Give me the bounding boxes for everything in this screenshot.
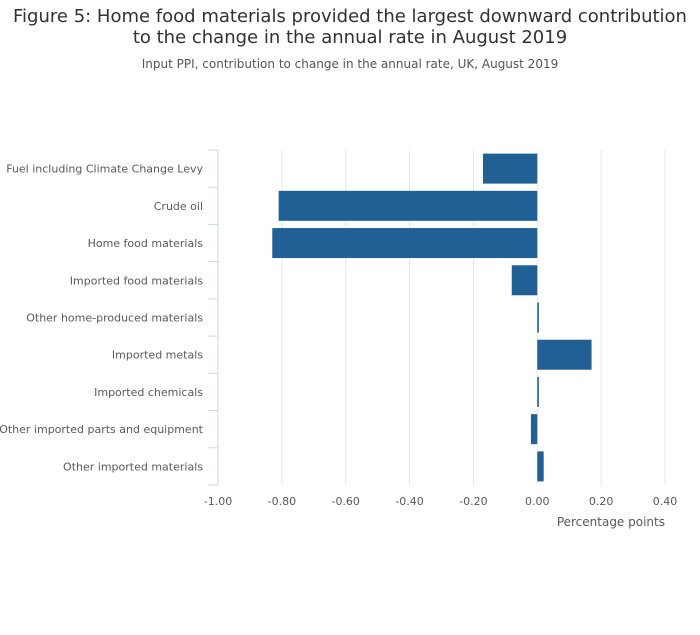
bar xyxy=(278,190,538,221)
bar xyxy=(511,265,538,296)
x-tick-label: -0.20 xyxy=(459,495,487,508)
x-tick-label: -0.60 xyxy=(331,495,359,508)
x-tick-label: 0.00 xyxy=(525,495,550,508)
category-label: Imported chemicals xyxy=(94,386,203,399)
category-label: Other home-produced materials xyxy=(26,312,203,325)
category-label: Home food materials xyxy=(88,237,204,250)
category-label: Other imported parts and equipment xyxy=(0,423,204,436)
x-tick-label: 0.20 xyxy=(589,495,614,508)
x-tick-label: -1.00 xyxy=(204,495,232,508)
x-tick-label: -0.80 xyxy=(268,495,296,508)
bar xyxy=(530,414,538,445)
bar xyxy=(272,228,538,259)
x-tick-label: 0.40 xyxy=(653,495,678,508)
bar xyxy=(537,339,592,370)
category-label: Other imported materials xyxy=(63,460,203,473)
bar xyxy=(537,451,544,482)
category-label: Crude oil xyxy=(154,200,203,213)
chart-subtitle: Input PPI, contribution to change in the… xyxy=(141,57,559,71)
category-label: Imported food materials xyxy=(70,274,203,287)
chart-title-line-2: to the change in the annual rate in Augu… xyxy=(132,27,568,48)
chart-title: Figure 5: Home food materials provided t… xyxy=(0,6,700,48)
x-tick-label: -0.40 xyxy=(395,495,423,508)
chart-title-line-1: Figure 5: Home food materials provided t… xyxy=(13,6,687,27)
category-label: Imported metals xyxy=(112,349,203,362)
x-axis-title: Percentage points xyxy=(557,515,665,529)
bar xyxy=(537,376,539,407)
category-label: Fuel including Climate Change Levy xyxy=(6,163,203,176)
bar xyxy=(537,302,539,333)
bar xyxy=(483,153,538,184)
